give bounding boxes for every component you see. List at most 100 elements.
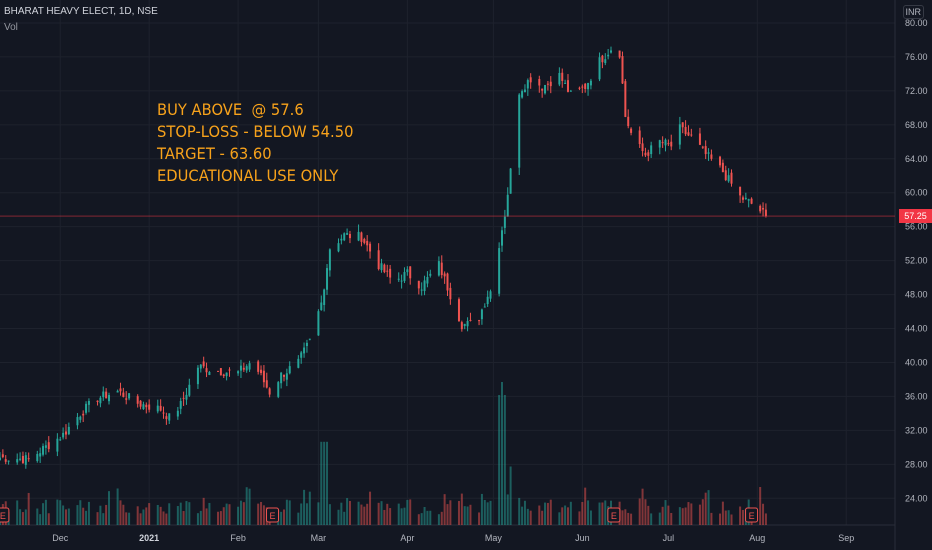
volume-bar [139, 513, 142, 525]
volume-bar [87, 501, 90, 525]
volume-bar [105, 504, 108, 525]
volume-bar [764, 513, 767, 525]
volume-bar [36, 508, 39, 525]
y-tick-label: 36.00 [905, 391, 928, 401]
volume-bar [262, 505, 265, 525]
candle-body [16, 459, 19, 463]
volume-bar [564, 505, 567, 525]
volume-bar [196, 513, 199, 525]
volume-bar [136, 506, 139, 525]
volume-bar [340, 502, 343, 525]
candle-body [7, 460, 10, 462]
currency-button[interactable]: INR [902, 5, 924, 19]
candle-body [449, 287, 452, 300]
volume-bar [566, 507, 569, 525]
candle-body [217, 370, 220, 372]
candle-body [480, 309, 483, 320]
candle-body [82, 413, 85, 416]
volume-bar [42, 503, 45, 525]
volume-bar [759, 487, 762, 525]
candle-body [610, 50, 613, 53]
candle-body [486, 296, 489, 305]
candle-body [360, 232, 363, 242]
candle-body [518, 94, 521, 168]
candle-body [523, 89, 526, 93]
volume-bar [156, 505, 159, 525]
volume-bar [308, 491, 311, 525]
candle-body [698, 133, 701, 145]
volume-bar [730, 514, 733, 525]
candle-body [142, 404, 145, 410]
volume-bar [446, 504, 449, 525]
volume-bar [701, 499, 704, 525]
candle-body [521, 91, 524, 98]
candle-body [300, 352, 303, 358]
volume-bar [569, 501, 572, 525]
candle-body [76, 417, 79, 426]
candle-body [569, 90, 572, 92]
candle-body [156, 405, 159, 412]
candle-body [262, 370, 265, 383]
earnings-marker [607, 507, 621, 523]
candle-body [148, 404, 151, 410]
candle-body [219, 368, 222, 376]
candle-body [4, 459, 7, 462]
volume-bar [627, 512, 630, 525]
volume-bar [348, 500, 351, 525]
candle-body [678, 124, 681, 145]
volume-indicator-label[interactable]: Vol [4, 22, 18, 33]
x-tick-label: Jun [575, 533, 590, 543]
volume-bar [621, 510, 624, 525]
candle-body [741, 197, 744, 200]
volume-bar [409, 499, 412, 525]
volume-bar [260, 501, 263, 525]
volume-bar [320, 441, 323, 525]
volume-bar [176, 506, 179, 525]
candle-body [478, 320, 481, 322]
candle-body [417, 280, 420, 289]
candle-body [288, 366, 291, 374]
volume-bar [182, 511, 185, 525]
candle-body [721, 162, 724, 173]
volume-bar [503, 395, 506, 525]
volume-bar [667, 505, 670, 525]
y-tick-label: 24.00 [905, 493, 928, 503]
candle-body [237, 371, 240, 374]
candle-body [624, 81, 627, 117]
candle-body [466, 320, 469, 327]
candle-body [47, 442, 50, 450]
candle-body [690, 134, 693, 136]
volume-bar [561, 507, 564, 525]
candle-body [630, 128, 633, 133]
candle-body [225, 372, 228, 377]
y-tick-label: 52.00 [905, 256, 928, 266]
volume-bar [357, 501, 360, 525]
candle-body [242, 367, 245, 370]
volume-bar [377, 502, 380, 525]
candle-body [759, 205, 762, 212]
candle-body [105, 391, 108, 399]
volume-bar [237, 506, 240, 525]
volume-bar [27, 492, 30, 525]
candle-body [228, 369, 231, 371]
volume-bar [56, 499, 59, 525]
y-tick-label: 80.00 [905, 18, 928, 28]
volume-bar [406, 499, 409, 525]
candle-body [601, 55, 604, 63]
candle-body [67, 426, 70, 435]
volume-bar [429, 510, 432, 525]
volume-bar [282, 509, 285, 525]
candle-body [638, 130, 641, 145]
volume-bar [483, 500, 486, 525]
volume-bar [601, 502, 604, 525]
volume-bar [681, 508, 684, 525]
candle-body [245, 366, 248, 371]
candle-body [56, 438, 59, 452]
candle-body [317, 311, 320, 336]
volume-bar [423, 506, 426, 525]
candle-body [627, 116, 630, 127]
symbol-title[interactable]: BHARAT HEAVY ELECT, 1D, NSE [4, 6, 158, 17]
y-tick-label: 56.00 [905, 222, 928, 232]
x-tick-label: Feb [230, 533, 246, 543]
